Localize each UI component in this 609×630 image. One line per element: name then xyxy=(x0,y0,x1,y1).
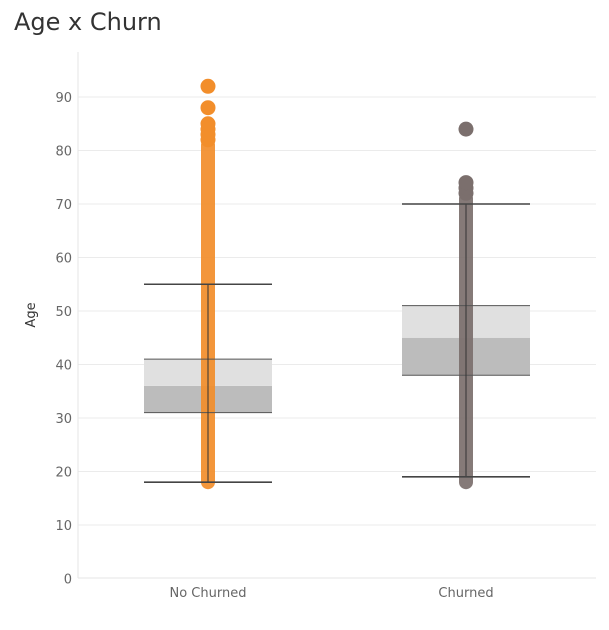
x-category-label-no-churned: No Churned xyxy=(170,586,247,601)
y-tick-label-20: 20 xyxy=(55,466,72,481)
outlier-point-no-churned-92 xyxy=(200,78,216,94)
y-tick-label-70: 70 xyxy=(55,198,72,213)
box-group-churned xyxy=(402,121,530,490)
y-tick-label-0: 0 xyxy=(64,573,72,588)
y-tick-label-60: 60 xyxy=(55,252,72,267)
outlier-point-churned-84 xyxy=(458,121,474,137)
y-tick-label-30: 30 xyxy=(55,412,72,427)
y-tick-label-80: 80 xyxy=(55,145,72,160)
y-tick-label-10: 10 xyxy=(55,519,72,534)
x-category-label-churned: Churned xyxy=(438,586,493,601)
chart-title: Age x Churn xyxy=(14,8,162,36)
y-axis-label: Age xyxy=(24,302,39,327)
outlier-point-no-churned-85 xyxy=(200,116,216,132)
outlier-point-churned-74 xyxy=(458,175,474,191)
y-tick-label-40: 40 xyxy=(55,359,72,374)
y-tick-label-90: 90 xyxy=(55,91,72,106)
outlier-point-no-churned-88 xyxy=(200,100,216,116)
y-tick-label-50: 50 xyxy=(55,305,72,320)
label-layer: 0 10 20 30 40 50 60 70 80 90 Age No Churned Churned xyxy=(24,91,494,601)
axis-layer xyxy=(77,52,596,579)
box-layer xyxy=(144,78,530,490)
box-group-no-churned xyxy=(144,78,272,490)
